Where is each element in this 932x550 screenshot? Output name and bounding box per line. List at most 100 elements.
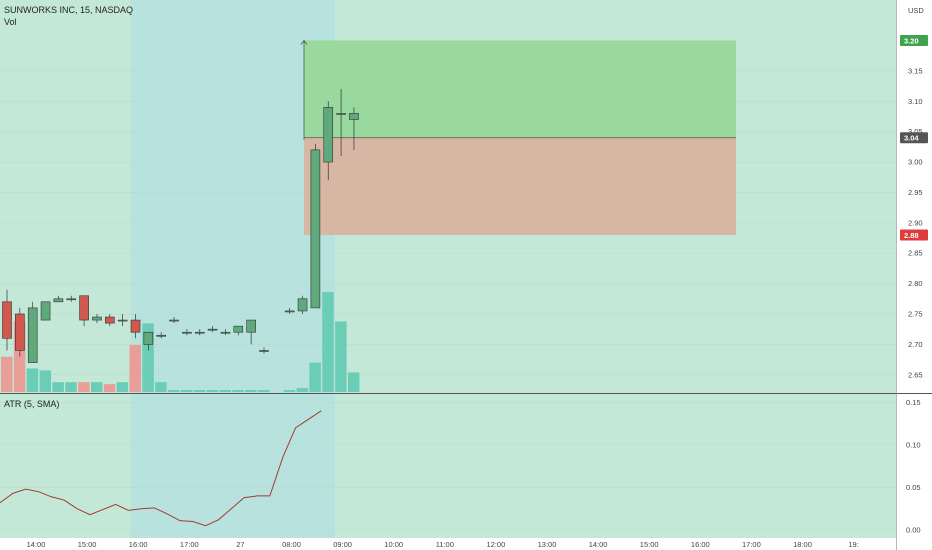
candle-body: [284, 310, 295, 313]
volume-bar: [283, 390, 296, 392]
candle-body: [79, 295, 89, 321]
target-price-badge: 3.20: [900, 34, 928, 46]
atr-grid: [0, 402, 896, 531]
time-tick-label: 16:00: [129, 540, 148, 549]
price-tick-label: 3.10: [908, 97, 923, 106]
candle-body: [130, 319, 141, 333]
volume-bar: [168, 390, 180, 392]
volume-bar: [206, 390, 219, 392]
volume-bar: [116, 382, 129, 392]
target-zone: [304, 40, 736, 138]
volume-bar: [180, 390, 193, 392]
time-tick-label: 19:: [848, 540, 858, 549]
time-tick-label: 14:00: [27, 540, 46, 549]
volume-bar: [347, 372, 360, 392]
candle-body: [323, 107, 334, 163]
price-axis-ticks: 3.15 3.10 3.05 3.00 2.95 2.90 2.85 2.80 2.75 2.70…: [908, 66, 923, 379]
price-tick-label: 2.90: [908, 218, 923, 227]
candle-body: [297, 298, 308, 312]
volume-bars: [1, 292, 360, 392]
volume-bar: [39, 370, 52, 392]
price-tick-label: 3.05: [908, 127, 923, 136]
price-tick-label: 3.00: [908, 158, 923, 167]
candle-body: [207, 328, 218, 331]
volume-bar: [258, 390, 270, 392]
candles: [2, 89, 359, 363]
candle-body: [156, 334, 166, 337]
candle-body: [117, 319, 128, 322]
volume-bar: [322, 292, 334, 392]
candle-body: [169, 319, 179, 322]
candle-body: [349, 113, 359, 120]
time-tick-label: 15:00: [78, 540, 97, 549]
candle-body: [246, 319, 256, 333]
atr-tick-label: 0.10: [906, 440, 921, 449]
volume-bar: [193, 390, 206, 392]
candle-body: [92, 316, 102, 321]
time-tick-label: 12:00: [487, 540, 506, 549]
volume-bar: [1, 356, 13, 392]
stop-price-badge: 2.88: [900, 229, 928, 241]
candle-body: [15, 313, 25, 351]
price-tick-label: 2.95: [908, 188, 923, 197]
volume-bar: [155, 382, 167, 392]
volume-bar: [26, 368, 39, 392]
premarket-background: [131, 0, 335, 538]
time-tick-label: 18:00: [793, 540, 812, 549]
price-tick-label: 2.80: [908, 279, 923, 288]
time-axis-background: [0, 538, 932, 550]
volume-bar: [245, 390, 257, 392]
atr-label: ATR (5, SMA): [4, 399, 59, 409]
candle-body: [233, 325, 244, 333]
volume-bar: [52, 382, 64, 392]
price-tick-label: 3.15: [908, 66, 923, 75]
time-tick-label: 15:00: [640, 540, 659, 549]
last-price-label: 3.04: [904, 134, 919, 143]
time-tick-label: 08:00: [282, 540, 301, 549]
volume-bar: [142, 323, 154, 392]
volume-bar: [335, 321, 347, 392]
atr-axis-ticks: 0.15 0.10 0.05 0.00: [906, 398, 921, 535]
candle-body: [259, 350, 269, 352]
candle-body: [310, 149, 321, 309]
candle-body: [143, 331, 154, 345]
target-price-label: 3.20: [904, 36, 919, 45]
trade-arrow-icon: [300, 39, 308, 140]
volume-label: Vol: [4, 17, 17, 27]
candle-body: [105, 316, 115, 324]
price-tick-label: 2.85: [908, 249, 923, 258]
atr-line: [0, 410, 322, 527]
price-tick-label: 2.70: [908, 340, 923, 349]
trade-arrow-head: [300, 39, 308, 45]
atr-tick-label: 0.05: [906, 483, 921, 492]
volume-bar: [296, 388, 309, 392]
time-tick-label: 13:00: [538, 540, 557, 549]
volume-bar: [232, 390, 244, 392]
candle-body: [182, 331, 192, 334]
volume-bar: [309, 362, 321, 392]
time-axis-ticks: 14:00 15:00 16:00 17:00 27 08:00 09:00 10:00 11:…: [27, 540, 859, 549]
candle-body: [194, 331, 205, 334]
volume-bar: [219, 390, 231, 392]
atr-tick-label: 0.15: [906, 398, 921, 407]
stop-price-label: 2.88: [904, 231, 919, 240]
candle-body: [40, 301, 51, 321]
volume-bar: [129, 344, 141, 392]
candle-body: [220, 331, 231, 334]
volume-bar: [13, 321, 26, 392]
volume-bar: [103, 384, 116, 392]
price-axis-background: [896, 0, 932, 550]
time-tick-label: 17:00: [742, 540, 761, 549]
candle-body: [336, 113, 346, 115]
price-tick-label: 2.75: [908, 309, 923, 318]
time-tick-label: 09:00: [333, 540, 352, 549]
candle-body: [27, 307, 38, 363]
atr-tick-label: 0.00: [906, 526, 921, 535]
currency-label: USD: [908, 6, 924, 15]
volume-bar: [65, 382, 77, 392]
volume-bar: [90, 382, 103, 392]
stop-zone: [304, 137, 736, 235]
time-tick-label: 10:00: [384, 540, 403, 549]
volume-bar: [78, 382, 90, 392]
